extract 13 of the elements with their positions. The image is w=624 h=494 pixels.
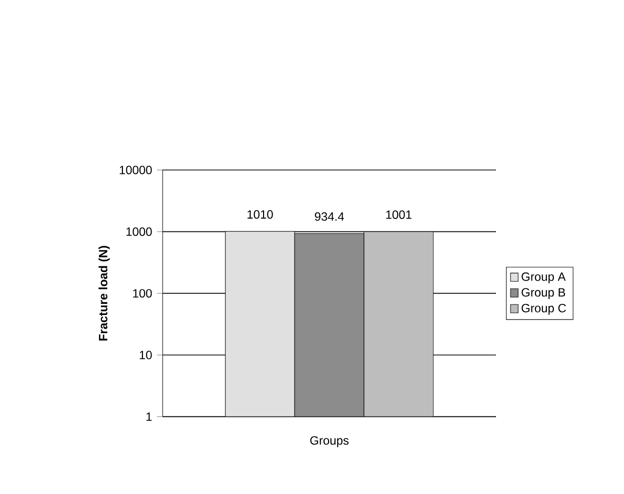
data-label: 1001 — [386, 210, 412, 219]
y-tick-label: 10 — [140, 350, 152, 360]
legend-label: Group B — [522, 288, 566, 300]
data-label: 934.4 — [314, 212, 344, 221]
y-tick-label: 100 — [133, 289, 152, 298]
legend-label: Group A — [522, 272, 566, 284]
y-tick-label: 10000 — [120, 166, 152, 174]
y-axis-title: Fracture load (N) — [98, 246, 110, 341]
legend-label: Group C — [522, 304, 566, 315]
data-label: 1010 — [248, 210, 273, 219]
y-tick-label: 1000 — [126, 227, 152, 236]
x-axis-title: Groups — [310, 436, 349, 448]
y-tick-label: 1 — [146, 412, 152, 421]
